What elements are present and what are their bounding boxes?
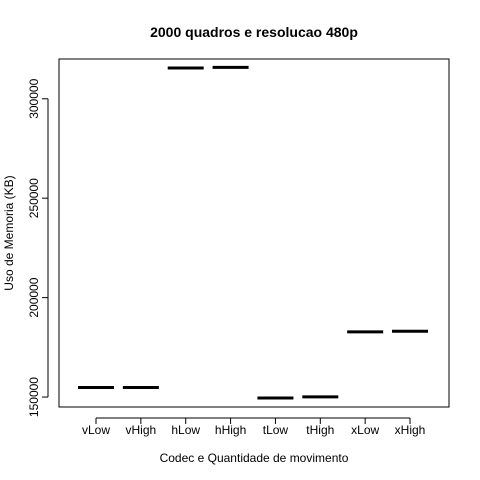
x-axis: vLow vHigh hLow hHigh tLow tHigh xLow xHigh [82,417,426,437]
series-marks [78,65,429,400]
x-axis-label: Codec e Quantidade de movimento [160,451,349,465]
plot-frame [58,58,450,408]
y-tick-label: 250000 [27,178,41,218]
x-tick-label: vLow [82,423,110,437]
x-tick-label: hLow [171,423,200,437]
x-tick-label: vHigh [126,423,157,437]
x-tick-label: tLow [263,423,289,437]
x-tick-label: tHigh [306,423,334,437]
y-axis: 150000 200000 250000 300000 [27,78,49,417]
y-tick-label: 200000 [27,277,41,317]
x-tick-label: hHigh [215,423,246,437]
x-tick-label: xHigh [395,423,426,437]
y-tick-label: 150000 [27,377,41,417]
chart-title: 2000 quadros e resolucao 480p [150,24,358,40]
x-tick-label: xLow [351,423,379,437]
y-axis-label: Uso de Memoria (KB) [2,175,16,290]
y-tick-label: 300000 [27,78,41,118]
